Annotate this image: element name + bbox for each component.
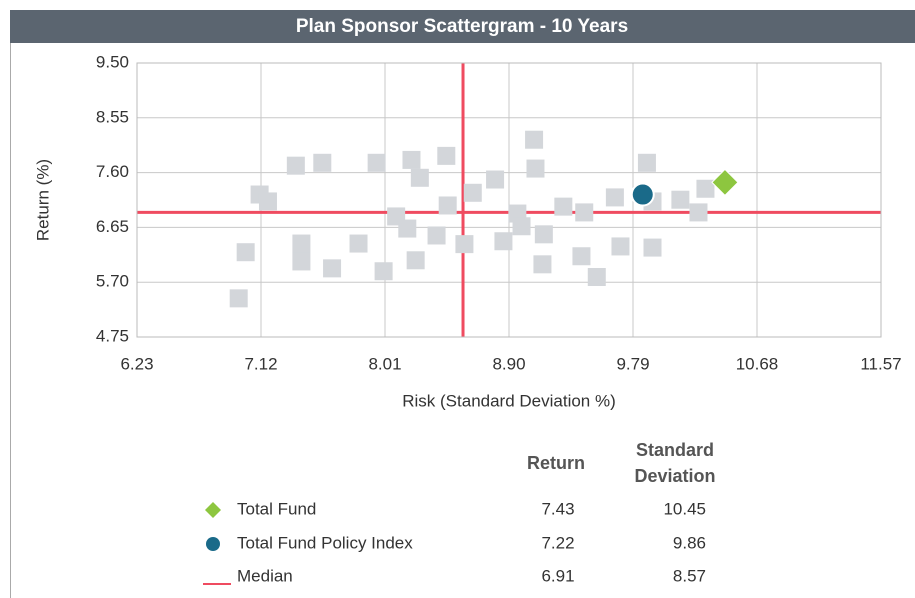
- y-tick-label: 6.65: [96, 217, 129, 236]
- scatter-point: [689, 203, 708, 222]
- scatter-point: [526, 159, 545, 178]
- scatter-point: [696, 179, 715, 198]
- scatter-point: [292, 234, 311, 253]
- scatter-point: [229, 289, 248, 308]
- legend-label: Total Fund Policy Index: [237, 533, 413, 552]
- table-header-sd-box: Standard Deviation: [634, 440, 716, 486]
- scatter-point: [711, 168, 739, 197]
- table-return: 7.22: [541, 533, 574, 552]
- scatter-point: [438, 196, 457, 215]
- legend-label: Median: [237, 566, 293, 585]
- scatter-point: [671, 190, 690, 209]
- scatter-point: [402, 150, 421, 169]
- scatter-point: [374, 262, 393, 281]
- scatter-point: [406, 251, 425, 270]
- table-sd: 9.86: [673, 533, 706, 552]
- table-return: 7.43: [541, 499, 574, 518]
- scatter-point: [437, 146, 456, 165]
- scatter-point: [630, 182, 655, 207]
- x-tick-label: 6.23: [120, 354, 153, 373]
- plot-frame: [136, 62, 882, 338]
- scatter-point: [258, 192, 277, 211]
- scatter-point: [236, 243, 255, 262]
- scatter-point: [398, 219, 417, 238]
- x-tick-label: 10.68: [736, 354, 779, 373]
- x-axis-label: Risk (Standard Deviation %): [402, 391, 616, 410]
- scatter-point: [587, 268, 606, 287]
- table-header-return: Return: [527, 453, 585, 473]
- legend-icon: [205, 502, 221, 518]
- scatter-point: [525, 130, 544, 149]
- scatter-point: [286, 156, 305, 175]
- y-tick-label: 7.60: [96, 162, 129, 181]
- x-tick-label: 9.79: [616, 354, 649, 373]
- y-axis-label: Return (%): [33, 159, 52, 241]
- y-tick-label: 4.75: [96, 326, 129, 345]
- scatter-point: [643, 238, 662, 257]
- scatter-point: [533, 255, 552, 274]
- scatter-point: [410, 168, 429, 187]
- x-tick-label: 7.12: [244, 354, 277, 373]
- y-tick-label: 8.55: [96, 107, 129, 126]
- scatter-point: [427, 226, 446, 245]
- x-tick-label: 8.90: [492, 354, 525, 373]
- table-header-sd: Standard Deviation: [634, 440, 716, 486]
- y-tick-label: 9.50: [96, 52, 129, 71]
- scatter-point: [313, 153, 332, 172]
- title-bar: [10, 10, 915, 43]
- scatter-point: [323, 259, 342, 278]
- scatter-point: [605, 188, 624, 207]
- scatter-point: [554, 197, 573, 216]
- scatter-point: [455, 235, 474, 254]
- x-tick-label: 8.01: [368, 354, 401, 373]
- scatter-point: [512, 217, 531, 236]
- scatter-point: [637, 153, 656, 172]
- scatter-point: [572, 247, 591, 266]
- scatter-point: [463, 183, 482, 202]
- x-tick-label: 11.57: [860, 354, 901, 373]
- table-sd: 10.45: [663, 499, 706, 518]
- scatter-point: [575, 203, 594, 222]
- scatter-point: [534, 225, 553, 244]
- table-return: 6.91: [541, 566, 574, 585]
- table-sd: 8.57: [673, 566, 706, 585]
- y-tick-label: 5.70: [96, 272, 129, 291]
- scatter-point: [367, 153, 386, 172]
- legend-icon: [206, 537, 220, 551]
- scatter-point: [486, 170, 505, 189]
- scatter-point: [611, 237, 630, 256]
- chart-title: Plan Sponsor Scattergram - 10 Years: [296, 16, 628, 37]
- scatter-point: [292, 252, 311, 271]
- legend-label: Total Fund: [237, 499, 316, 518]
- scatter-point: [494, 232, 513, 251]
- scatter-point: [349, 234, 368, 253]
